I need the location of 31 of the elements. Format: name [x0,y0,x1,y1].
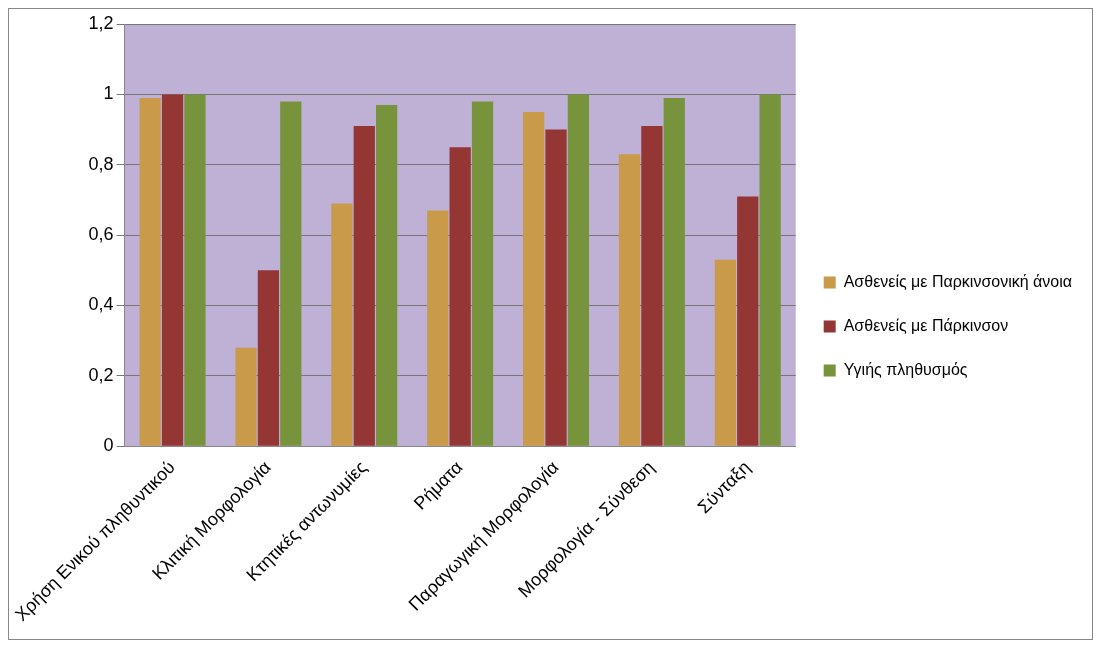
y-tick-label: 0,4 [88,294,114,315]
legend-label: Υγιής πληθυσμός [843,360,968,378]
bar [331,203,353,446]
bar [618,154,641,446]
bar [714,259,737,446]
bar [139,97,161,446]
bar [427,210,449,446]
legend-label: Ασθενείς με Παρκινσονική άνοια [843,272,1073,290]
bar [641,126,663,446]
bar [184,94,206,446]
y-tick-label: 0 [103,435,114,456]
bar [759,94,781,446]
y-tick-label: 1 [103,83,114,104]
bar [663,97,685,446]
bar [471,101,494,446]
y-tick-label: 0,8 [88,153,114,174]
bar [280,101,302,446]
bar [353,126,375,446]
bar [737,196,759,446]
y-tick-label: 1,2 [88,12,114,33]
bar [567,94,590,446]
bar [376,104,398,446]
bar [523,111,545,446]
legend-label: Ασθενείς με Πάρκινσον [843,316,1009,334]
y-tick-label: 0,2 [88,364,114,385]
bar [545,129,567,446]
y-tick-label: 0,6 [88,224,114,245]
bar [235,347,257,446]
bar [257,270,280,446]
bar [449,147,471,446]
bar [161,94,184,446]
